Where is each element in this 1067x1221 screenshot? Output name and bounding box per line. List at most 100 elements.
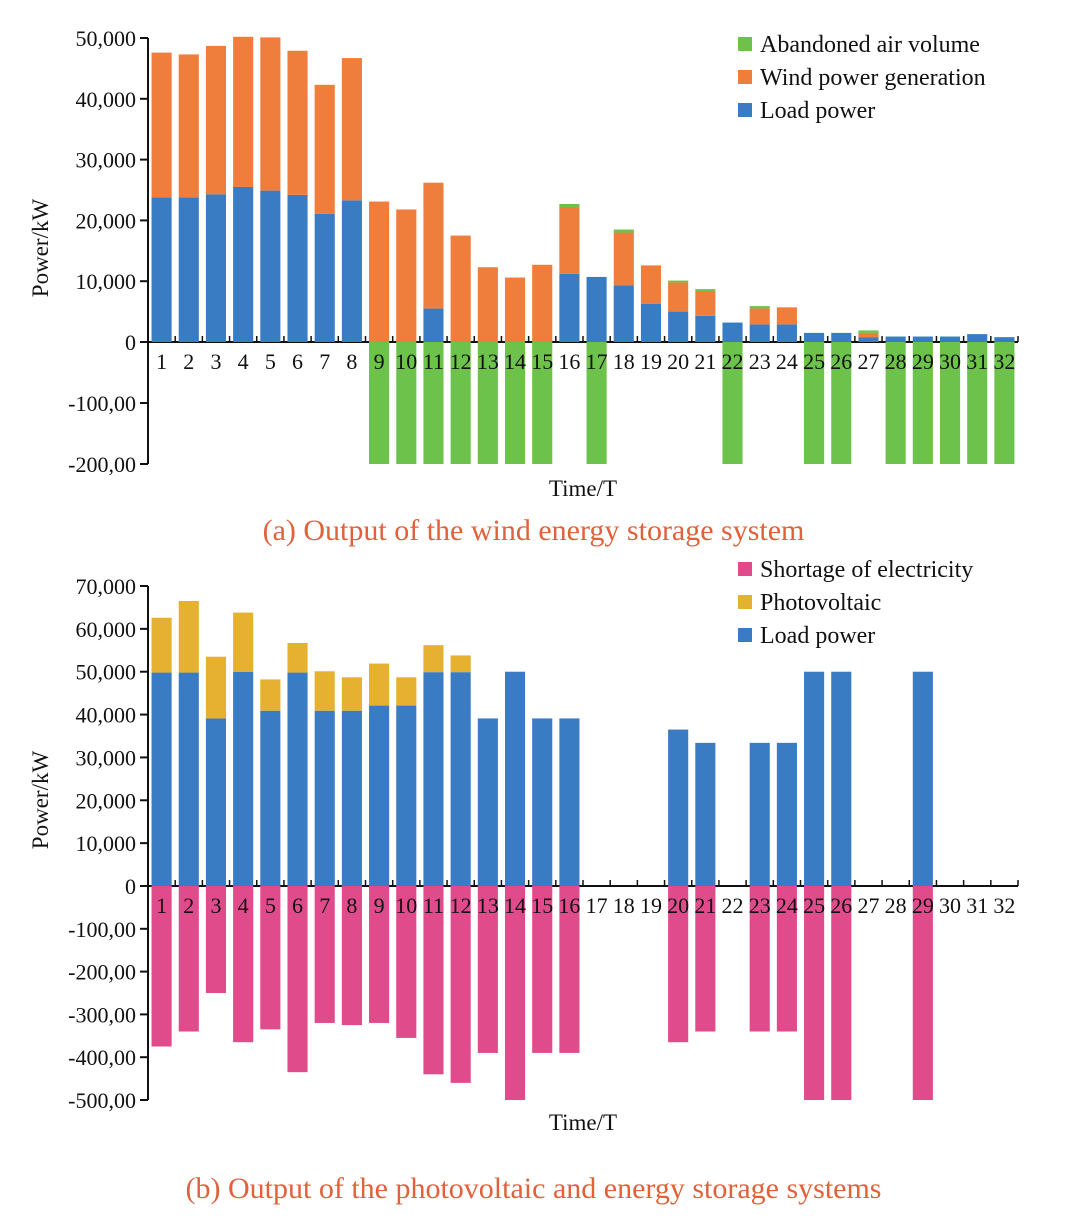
x-tick-label: 13 <box>477 349 499 374</box>
bar-shortage-of-electricity <box>831 886 852 1100</box>
x-tick-label: 6 <box>292 349 303 374</box>
bar-shortage-of-electricity <box>532 886 553 1053</box>
bar-abandoned-air-volume <box>396 342 417 464</box>
x-tick-label: 29 <box>912 893 934 918</box>
bar-abandoned-air-volume <box>668 280 689 283</box>
x-tick-label: 6 <box>292 893 303 918</box>
bar-abandoned-air-volume <box>939 342 961 464</box>
bar-wind-power-generation <box>640 265 662 304</box>
x-tick-label: 23 <box>749 893 771 918</box>
x-tick-label: 27 <box>857 893 879 918</box>
bar-shortage-of-electricity <box>233 886 254 1043</box>
bar-load-power <box>341 200 362 342</box>
bar-load-power <box>233 671 254 886</box>
bar-shortage-of-electricity <box>423 886 444 1075</box>
x-tick-label: 20 <box>667 893 689 918</box>
caption-pv-chart: (b) Output of the photovoltaic and energ… <box>185 1172 882 1205</box>
legend-label: Load power <box>760 98 875 124</box>
x-tick-label: 28 <box>885 893 907 918</box>
bar-load-power <box>804 332 825 342</box>
x-tick-label: 5 <box>265 893 276 918</box>
x-tick-label: 4 <box>238 349 249 374</box>
x-tick-label: 2 <box>183 349 194 374</box>
x-tick-label: 13 <box>477 893 499 918</box>
bar-abandoned-air-volume <box>749 306 770 309</box>
x-tick-label: 26 <box>830 349 852 374</box>
legend-swatch <box>738 562 752 576</box>
bar-load-power <box>504 671 526 886</box>
legend-label: Load power <box>760 623 875 649</box>
bar-load-power <box>205 194 227 342</box>
x-tick-label: 18 <box>613 349 635 374</box>
bar-abandoned-air-volume <box>994 342 1015 464</box>
x-tick-label: 29 <box>912 349 934 374</box>
bar-wind-power-generation <box>369 201 390 342</box>
bar-shortage-of-electricity <box>341 886 362 1026</box>
x-tick-label: 25 <box>803 349 825 374</box>
bar-load-power <box>668 729 689 886</box>
bar-wind-power-generation <box>858 332 879 338</box>
bar-wind-power-generation <box>233 36 254 187</box>
bar-load-power <box>423 308 444 342</box>
bar-load-power <box>749 742 770 886</box>
bar-abandoned-air-volume <box>450 342 471 464</box>
x-tick-label: 20 <box>667 349 689 374</box>
bar-photovoltaic <box>423 645 444 673</box>
bar-wind-power-generation <box>178 54 199 198</box>
y-tick-label: 30,000 <box>76 148 137 173</box>
x-tick-label: 12 <box>450 349 472 374</box>
bar-abandoned-air-volume <box>804 342 825 464</box>
bar-wind-power-generation <box>477 267 498 342</box>
x-tick-label: 31 <box>966 893 988 918</box>
bar-load-power <box>260 710 281 886</box>
bar-load-power <box>178 672 199 886</box>
bar-shortage-of-electricity <box>804 886 825 1100</box>
y-tick-label: 50,000 <box>76 26 137 51</box>
legend-swatch <box>738 103 752 117</box>
bar-wind-power-generation <box>287 50 308 195</box>
bar-shortage-of-electricity <box>260 886 281 1030</box>
bar-abandoned-air-volume <box>967 342 988 464</box>
bar-wind-power-generation <box>260 37 281 191</box>
x-tick-label: 30 <box>939 893 961 918</box>
bar-shortage-of-electricity <box>504 886 526 1100</box>
bar-wind-power-generation <box>749 308 770 325</box>
bar-load-power <box>205 718 227 886</box>
x-tick-label: 30 <box>939 349 961 374</box>
y-tick-label: 0 <box>125 874 136 899</box>
y-tick-label: -200,00 <box>68 452 136 477</box>
y-tick-label: -300,00 <box>68 1002 136 1027</box>
bar-abandoned-air-volume <box>613 229 634 233</box>
bar-photovoltaic <box>314 671 335 711</box>
x-tick-label: 28 <box>885 349 907 374</box>
bar-load-power <box>722 322 743 342</box>
bar-abandoned-air-volume <box>504 342 526 464</box>
bar-abandoned-air-volume <box>559 203 580 208</box>
bar-photovoltaic <box>233 612 254 672</box>
bar-load-power <box>912 336 933 342</box>
bar-abandoned-air-volume <box>369 342 390 464</box>
x-tick-label: 24 <box>776 893 798 918</box>
bar-shortage-of-electricity <box>287 886 308 1073</box>
x-tick-label: 17 <box>586 349 608 374</box>
bar-load-power <box>314 710 335 886</box>
bar-wind-power-generation <box>695 290 716 316</box>
x-tick-label: 5 <box>265 349 276 374</box>
legend-swatch <box>738 628 752 642</box>
bar-load-power <box>613 285 634 342</box>
y-tick-label: -500,00 <box>68 1088 136 1113</box>
x-tick-label: 1 <box>156 349 167 374</box>
bar-shortage-of-electricity <box>749 886 770 1032</box>
bar-shortage-of-electricity <box>151 886 172 1047</box>
y-tick-label: 50,000 <box>76 660 137 685</box>
y-tick-label: -200,00 <box>68 960 136 985</box>
y-tick-label: -100,00 <box>68 917 136 942</box>
bar-load-power <box>450 672 471 886</box>
x-tick-label: 17 <box>586 893 608 918</box>
bar-photovoltaic <box>369 663 390 706</box>
bar-load-power <box>314 213 335 342</box>
x-tick-label: 4 <box>238 893 249 918</box>
x-tick-label: 32 <box>993 893 1015 918</box>
bar-photovoltaic <box>450 655 471 673</box>
bar-photovoltaic <box>178 601 199 673</box>
